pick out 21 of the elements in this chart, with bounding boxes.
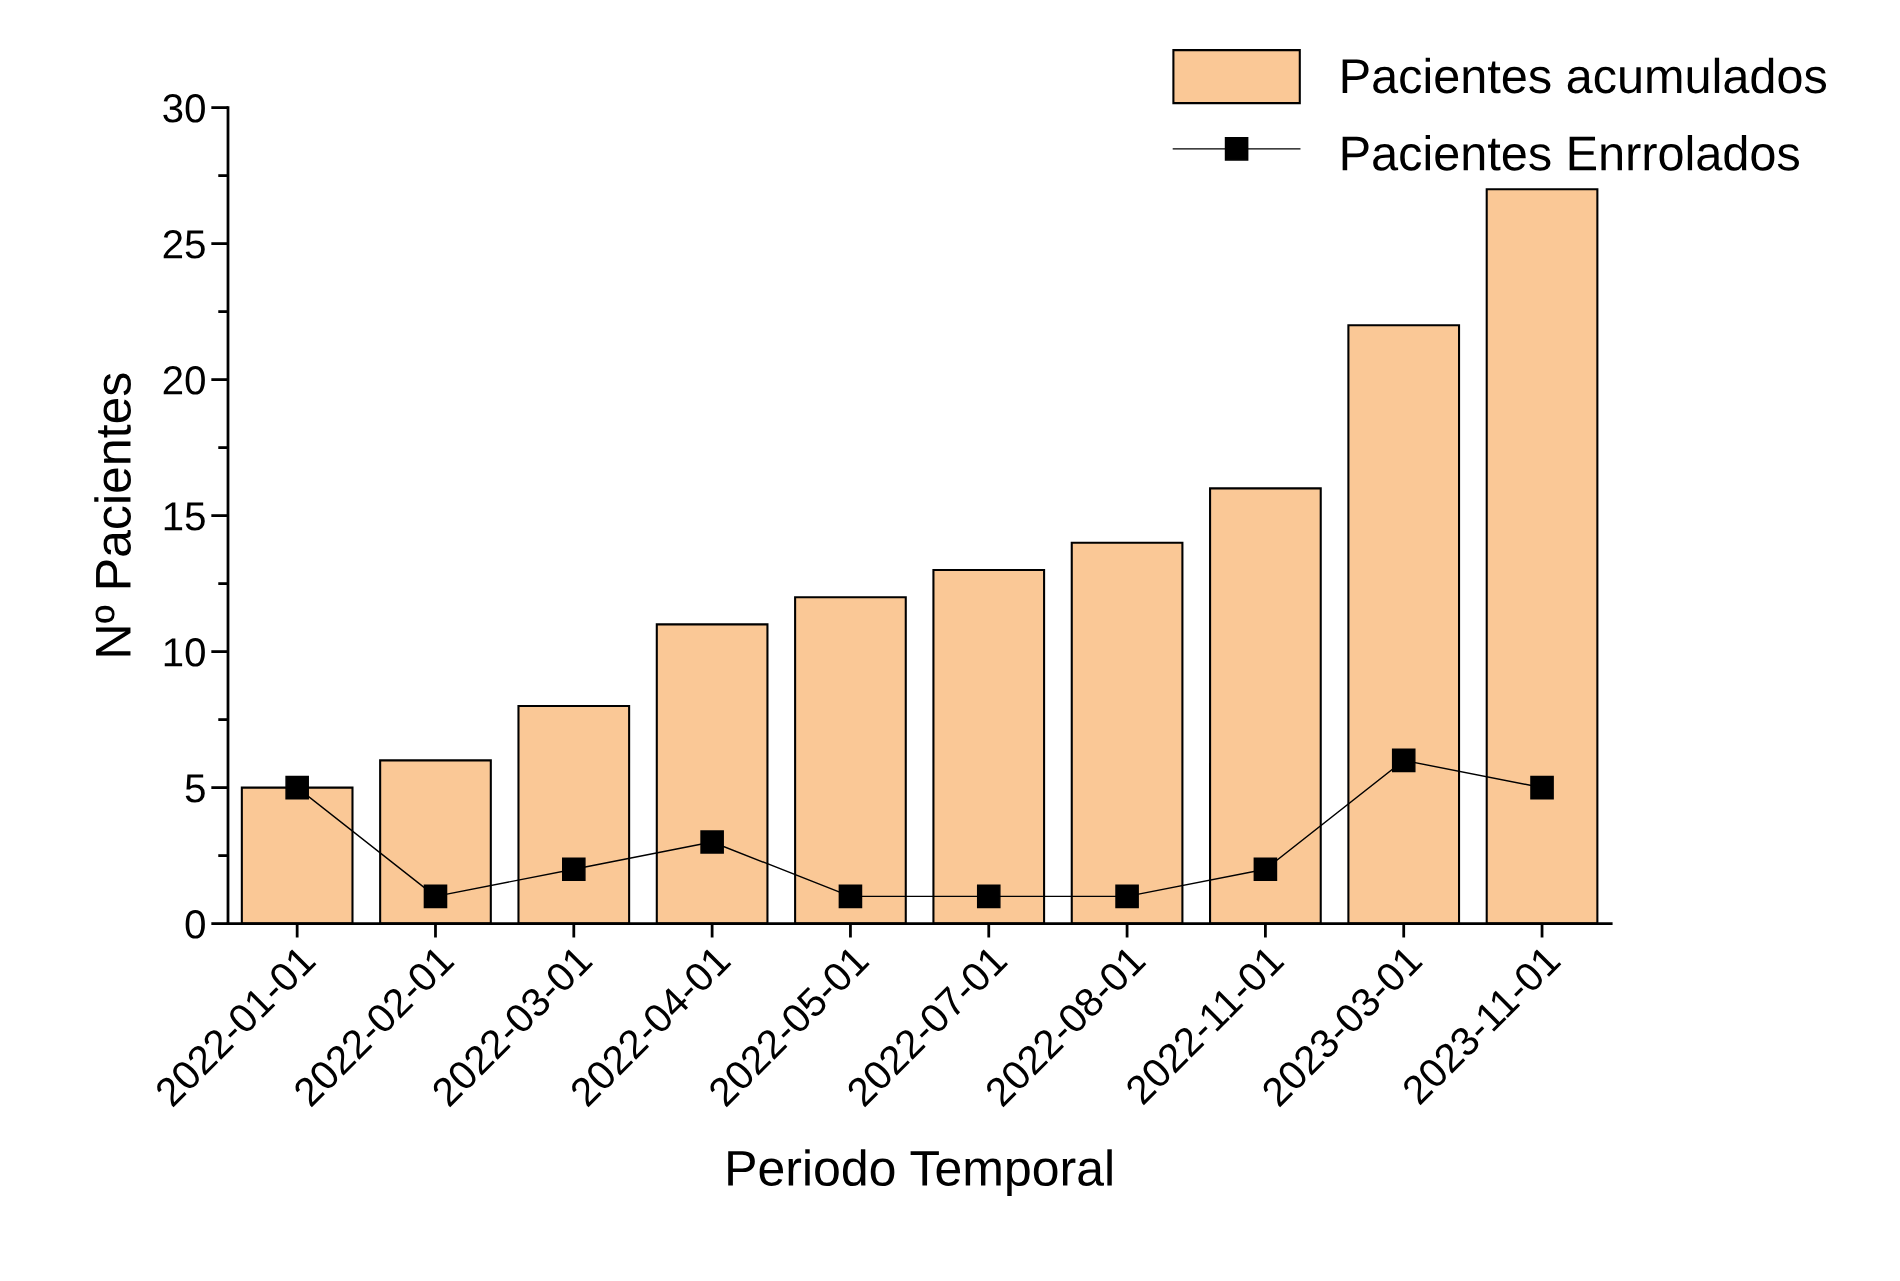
legend-label: Pacientes Enrrolados	[1342, 135, 1799, 171]
point	[423, 884, 448, 909]
y-tick-label: 10	[164, 638, 205, 667]
point	[285, 775, 309, 800]
y-axis-title: Nº Pacientes	[94, 373, 131, 656]
point	[700, 830, 724, 854]
point	[838, 884, 863, 909]
legend-label: Pacientes acumulados	[1342, 57, 1827, 94]
y-tick-label: 15	[164, 502, 205, 531]
point	[561, 857, 586, 882]
point	[1115, 884, 1139, 909]
point	[1253, 857, 1278, 882]
x-axis-title: Periodo Temporal	[728, 1149, 1112, 1196]
point	[1530, 775, 1554, 800]
y-tick-label: 25	[163, 230, 205, 259]
y-tick-label: 20	[163, 366, 205, 395]
y-tick-label: 0	[185, 910, 205, 939]
point	[976, 884, 1001, 909]
y-tick-label: 5	[185, 774, 205, 803]
point	[1391, 748, 1416, 773]
y-tick-label: 30	[163, 94, 205, 123]
